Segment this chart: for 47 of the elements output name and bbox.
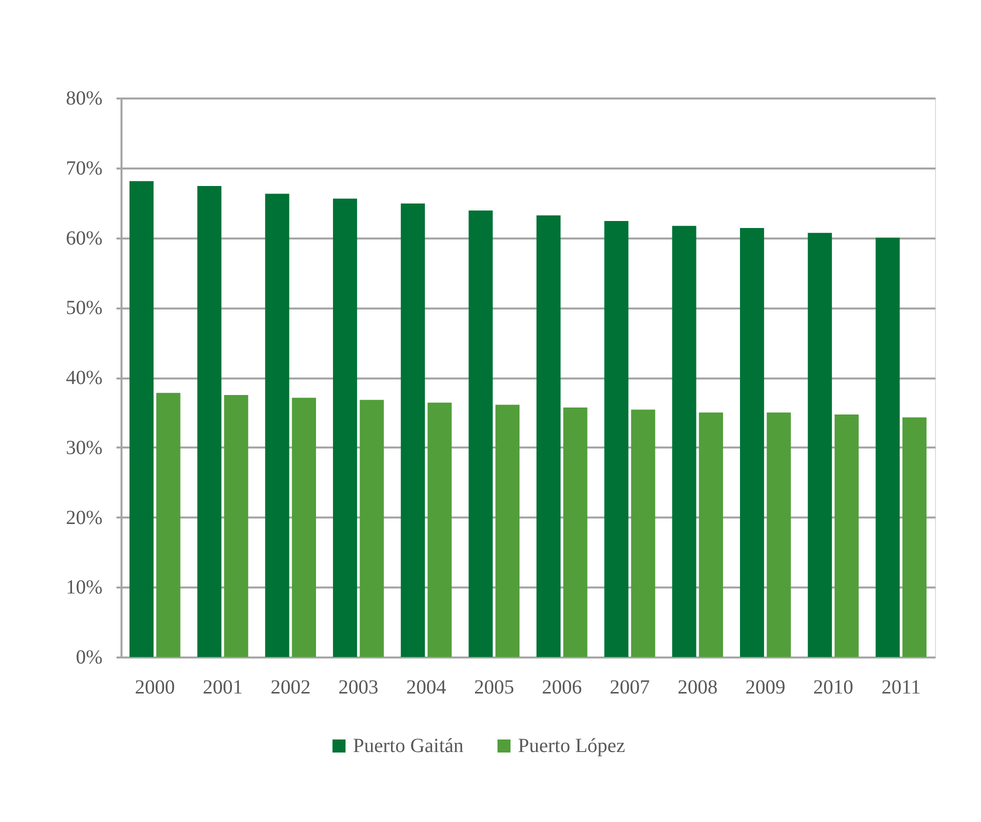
legend-label: Puerto Gaitán	[353, 735, 464, 757]
bar	[672, 226, 696, 657]
x-tick-label: 2011	[881, 676, 921, 698]
x-tick-label: 2007	[610, 676, 650, 698]
bar	[834, 414, 859, 657]
y-tick-label: 0%	[76, 646, 102, 668]
y-tick-label: 30%	[66, 436, 102, 459]
bar	[428, 402, 452, 657]
bar	[876, 238, 900, 657]
y-tick-label: 50%	[66, 297, 102, 320]
y-tick-label: 20%	[66, 506, 102, 529]
x-tick-label: 2004	[406, 676, 446, 698]
x-tick-label: 2009	[745, 676, 786, 698]
bar	[902, 417, 927, 657]
y-tick-label: 80%	[66, 88, 102, 110]
bar	[631, 410, 656, 657]
bar	[808, 232, 832, 657]
y-tick-label: 40%	[66, 367, 102, 389]
bar	[332, 198, 358, 657]
bar	[360, 400, 384, 657]
bar	[536, 215, 561, 657]
x-tick-label: 2003	[338, 676, 378, 698]
bar	[156, 392, 180, 657]
bar	[604, 220, 628, 657]
y-tick-label: 70%	[66, 157, 102, 180]
x-tick-label: 2010	[813, 676, 854, 698]
x-tick-label: 2001	[202, 676, 243, 698]
bar	[292, 398, 316, 657]
x-tick-label: 2000	[134, 676, 175, 698]
bar	[129, 181, 154, 657]
x-tick-label: 2002	[270, 676, 311, 698]
bar	[468, 210, 493, 657]
bar	[766, 412, 791, 657]
bar	[495, 404, 520, 657]
x-tick-label: 2006	[542, 676, 582, 698]
bar	[563, 408, 588, 657]
y-tick-label: 10%	[66, 576, 102, 599]
bar	[400, 204, 425, 657]
bar	[265, 194, 290, 657]
x-tick-label: 2008	[678, 676, 718, 698]
legend-label: Puerto López	[518, 735, 626, 757]
bar	[740, 228, 764, 657]
y-tick-label: 60%	[66, 227, 102, 250]
bar	[698, 412, 724, 657]
bar	[197, 186, 222, 657]
bar	[224, 394, 248, 657]
x-tick-label: 2005	[474, 676, 514, 698]
